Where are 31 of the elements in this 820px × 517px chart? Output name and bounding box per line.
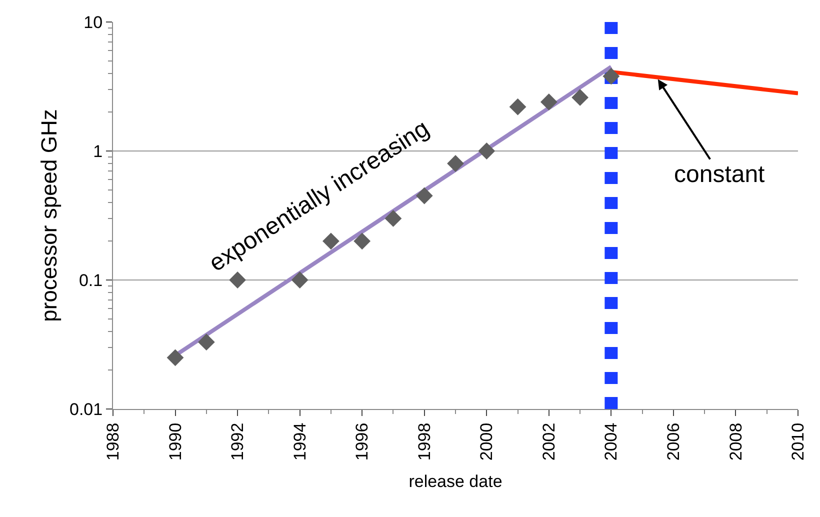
x-tick-label: 1990 [166,422,185,461]
x-tick-label: 2008 [726,422,746,461]
y-tick-label: 0.01 [70,400,103,419]
point [478,142,496,160]
point [602,68,620,85]
point [291,272,308,288]
point [509,98,526,116]
y-tick-label: 1 [93,142,103,161]
point [384,210,402,227]
x-tick-label: 1992 [228,422,248,461]
point [540,94,558,110]
y-axis-title: processor speed GHz [36,109,62,322]
point [572,89,588,106]
point [447,155,464,172]
point [354,232,371,250]
point [229,272,246,288]
point [166,349,184,366]
x-tick-label: 2000 [477,422,496,461]
x-tick-label: 2004 [602,422,621,461]
x-tick-label: 2010 [788,422,808,461]
x-tick-label: 1996 [352,422,372,461]
x-tick-label: 1988 [104,422,123,461]
x-tick-label: 2006 [664,422,683,461]
point [198,334,215,351]
x-axis-title: release date [408,472,502,492]
x-tick-label: 1994 [290,422,310,461]
x-tick-label: 1998 [414,422,434,461]
y-tick-label: 10 [84,12,103,32]
y-tick-label: 0.1 [78,270,103,290]
annotation: constant [674,161,766,188]
x-tick-label: 2002 [539,422,558,461]
